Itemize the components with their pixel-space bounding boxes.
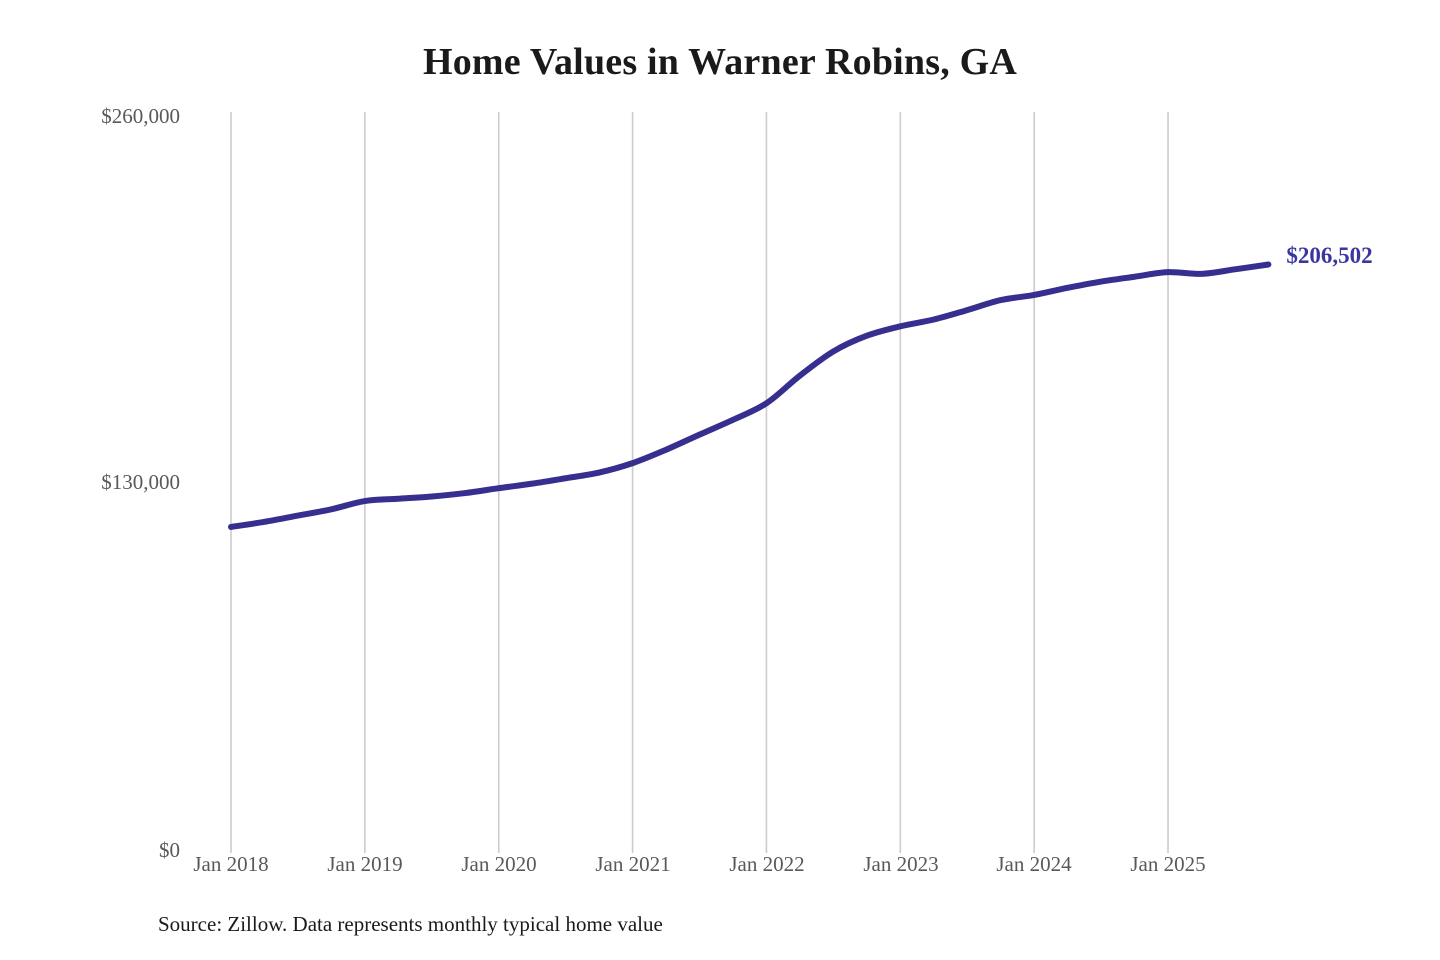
- x-axis-tick-label-jan-2025: Jan 2025: [1130, 852, 1206, 876]
- value-line-path: [228, 261, 1272, 530]
- y-axis-tick-label-bottom: $0: [159, 838, 180, 862]
- x-axis-tick-label-jan-2020: Jan 2020: [461, 852, 537, 876]
- chart-title: Home Values in Warner Robins, GA: [422, 41, 1018, 83]
- y-axis-tick-label-mid: $130,000: [101, 470, 180, 494]
- end-value-label: $206,502: [1286, 243, 1373, 269]
- y-axis-tick-label-top: $260,000: [101, 104, 180, 128]
- x-axis-tick-label-jan-2021: Jan 2021: [595, 852, 671, 876]
- x-axis-tick-label-jan-2018: Jan 2018: [193, 852, 269, 876]
- vertical-gridlines: [230, 112, 1169, 853]
- source-note: Source: Zillow. Data represents monthly …: [158, 912, 663, 936]
- x-axis-tick-label-jan-2024: Jan 2024: [996, 852, 1072, 876]
- x-axis-tick-label-jan-2022: Jan 2022: [729, 852, 805, 876]
- x-axis-tick-label-jan-2019: Jan 2019: [327, 852, 403, 876]
- x-axis-tick-label-jan-2023: Jan 2023: [863, 852, 939, 876]
